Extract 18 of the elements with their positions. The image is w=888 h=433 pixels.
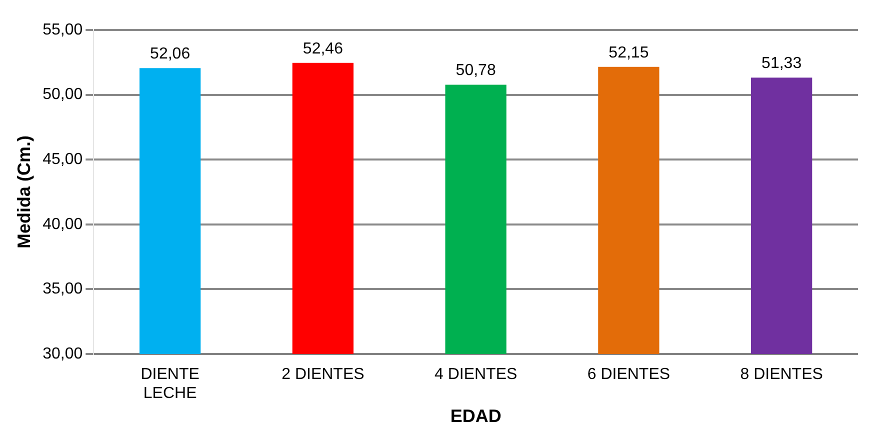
data-label: 51,33 — [762, 54, 802, 72]
y-tick-label: 50,00 — [42, 86, 83, 104]
data-label: 50,78 — [456, 62, 496, 80]
data-label: 52,46 — [302, 40, 344, 58]
x-tick-label: 2 DIENTES — [282, 366, 364, 384]
x-tick-label: DIENTE LECHE — [140, 366, 200, 402]
y-tick-label: 45,00 — [42, 151, 83, 168]
y-tick-label: 35,00 — [42, 280, 83, 298]
x-tick-label: 6 DIENTES — [587, 366, 670, 384]
y-axis-title: Medida (Cm.) — [14, 135, 34, 249]
data-label: 52,15 — [608, 44, 649, 62]
y-tick-label: 55,00 — [42, 21, 83, 38]
x-tick-label: 4 DIENTES — [434, 366, 518, 384]
y-tick-label: 40,00 — [42, 216, 83, 233]
y-tick-label: 30,00 — [42, 345, 83, 362]
x-axis-title: EDAD — [450, 406, 502, 426]
data-label: 52,06 — [150, 46, 190, 63]
x-tick-label: 8 DIENTES — [740, 366, 823, 384]
